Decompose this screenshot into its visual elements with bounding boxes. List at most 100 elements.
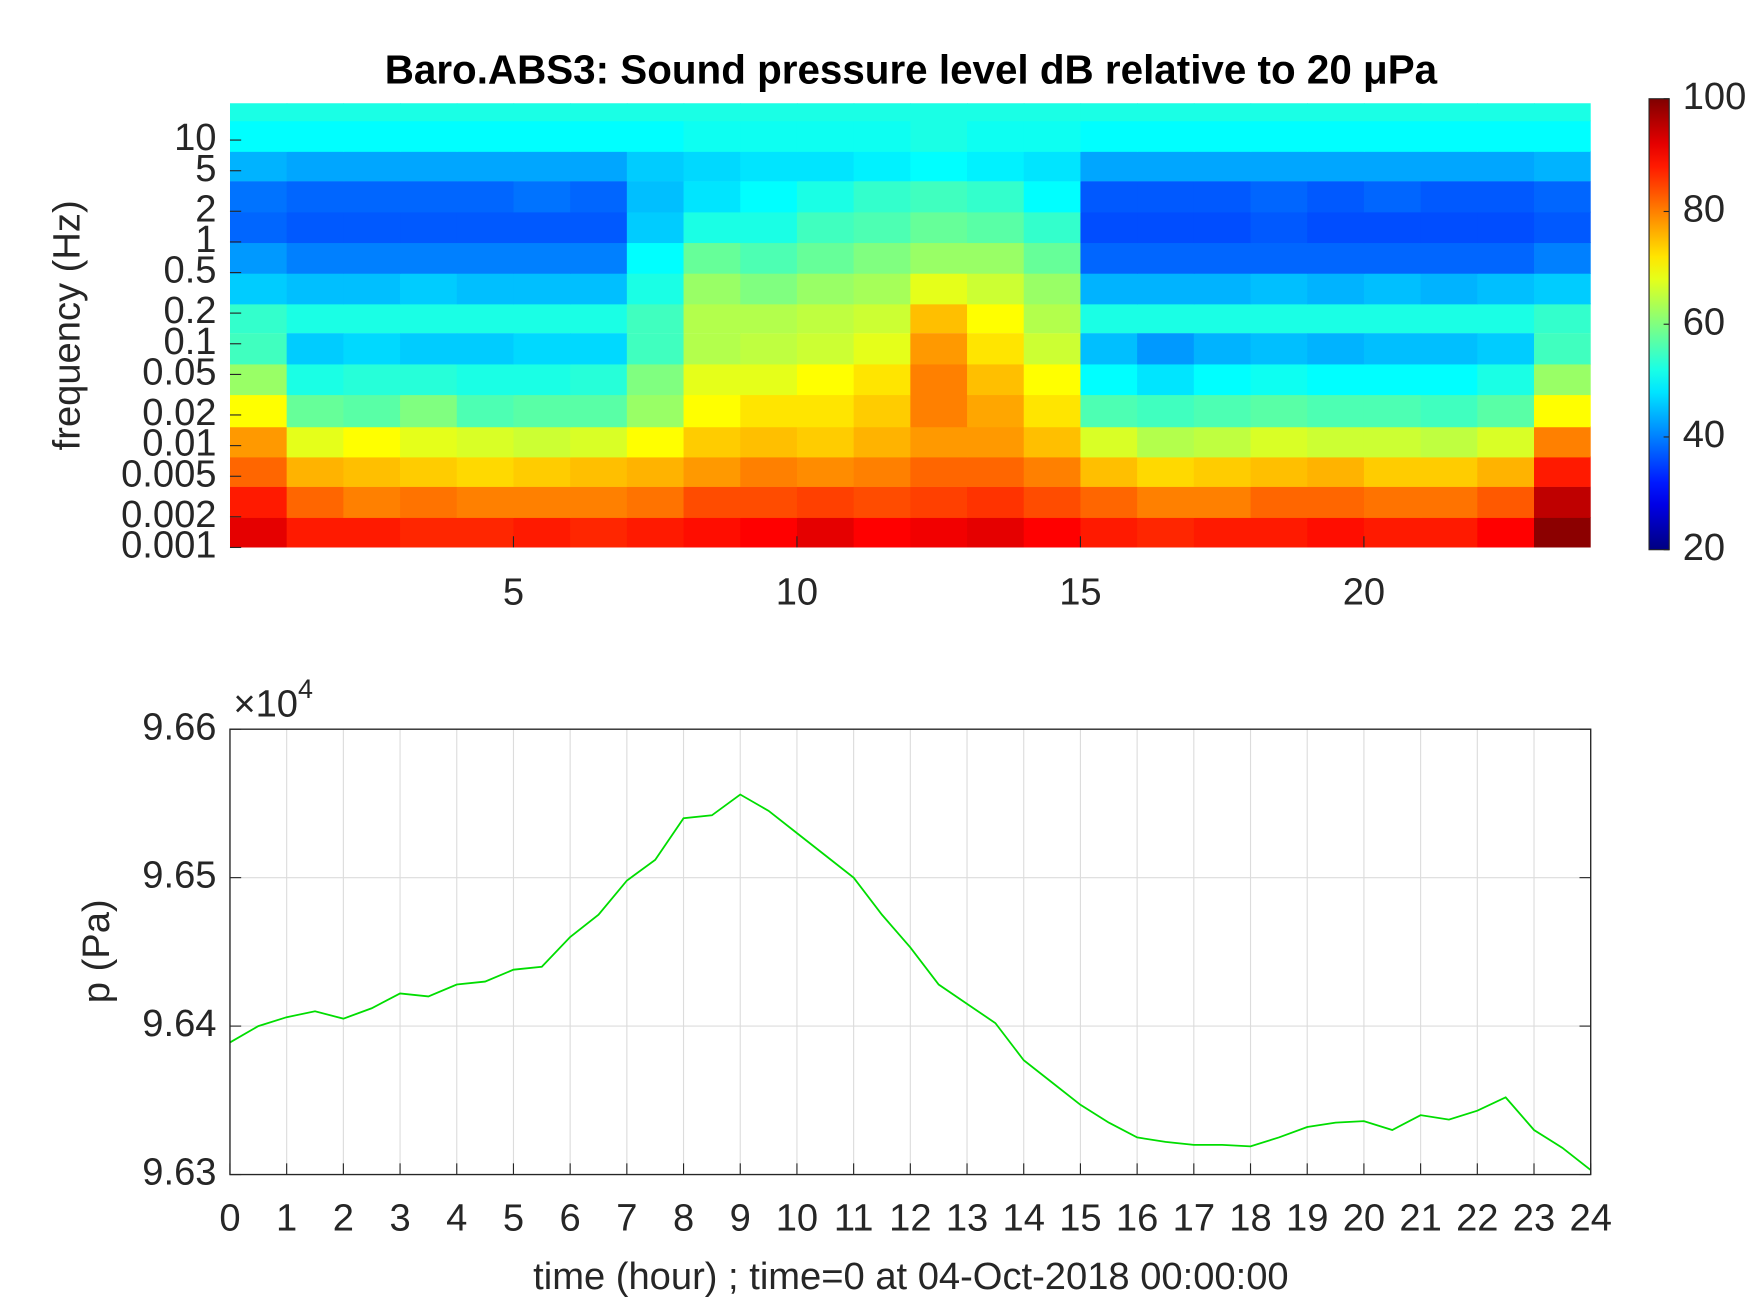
- heat-cell: [1250, 363, 1308, 396]
- heat-cell: [229, 242, 288, 274]
- heat-cell: [1193, 211, 1252, 244]
- heat-cell: [626, 211, 685, 244]
- heat-cell: [1080, 120, 1138, 152]
- heat-cell: [456, 103, 515, 122]
- x-tick-label: 5: [503, 571, 524, 614]
- heat-cell: [1193, 181, 1252, 213]
- x-axis-label: time (hour) ; time=0 at 04-Oct-2018 00:0…: [533, 1255, 1288, 1298]
- y-tick-label: 0.2: [164, 289, 217, 332]
- heat-cell: [400, 363, 458, 396]
- heat-cell: [570, 211, 628, 244]
- heat-cell: [513, 333, 571, 365]
- heat-cell: [1307, 517, 1365, 548]
- y-tick-label: 9.66: [142, 705, 216, 748]
- heat-cell: [1080, 394, 1138, 428]
- heat-cell: [1420, 273, 1478, 305]
- heat-cell: [286, 273, 345, 305]
- heat-cell: [1193, 517, 1252, 548]
- heat-cell: [513, 394, 571, 428]
- heat-cell: [853, 486, 912, 518]
- heat-cell: [1477, 273, 1535, 305]
- heat-cell: [683, 363, 741, 396]
- x-tick-label: 4: [446, 1197, 467, 1240]
- heat-cell: [740, 456, 798, 487]
- heat-cell: [1023, 456, 1082, 487]
- heat-cell: [796, 303, 855, 334]
- heat-cell: [286, 211, 345, 244]
- heat-cell: [1137, 242, 1195, 274]
- x-tick-label: 16: [1116, 1197, 1158, 1240]
- y-tick-label: 0.02: [142, 391, 216, 434]
- heat-cell: [910, 242, 968, 274]
- heat-cell: [1137, 181, 1195, 213]
- heat-cell: [400, 211, 458, 244]
- heat-cell: [570, 426, 628, 458]
- heat-cell: [853, 211, 912, 244]
- heat-cell: [400, 303, 458, 334]
- x-tick-label: 20: [1343, 1197, 1385, 1240]
- heat-cell: [1080, 303, 1138, 334]
- heat-cell: [1250, 242, 1308, 274]
- heat-cell: [1307, 181, 1365, 213]
- heat-cell: [1534, 333, 1591, 365]
- colorbar-tick-label: 20: [1683, 526, 1725, 569]
- heat-cell: [1307, 120, 1365, 152]
- heat-cell: [1080, 486, 1138, 518]
- heat-cell: [1420, 303, 1478, 334]
- heat-cell: [1363, 394, 1422, 428]
- heat-cell: [286, 150, 345, 182]
- heat-cell: [1307, 103, 1365, 122]
- heat-cell: [853, 303, 912, 334]
- heat-cell: [740, 333, 798, 365]
- heat-cell: [229, 120, 288, 152]
- heat-cell: [1023, 273, 1082, 305]
- heat-cell: [1250, 150, 1308, 182]
- heat-cell: [1137, 103, 1195, 122]
- heat-cell: [1307, 486, 1365, 518]
- x-tick-label: 12: [889, 1197, 931, 1240]
- heat-cell: [853, 456, 912, 487]
- heat-cell: [513, 486, 571, 518]
- heat-cell: [229, 486, 288, 518]
- heat-cell: [1307, 456, 1365, 487]
- heat-cell: [343, 242, 401, 274]
- heat-cell: [1534, 120, 1591, 152]
- heat-cell: [513, 426, 571, 458]
- x-tick-label: 13: [946, 1197, 988, 1240]
- heat-cell: [740, 394, 798, 428]
- heat-cell: [967, 273, 1025, 305]
- heat-cell: [1193, 486, 1252, 518]
- heat-cell: [229, 363, 288, 396]
- heat-cell: [456, 242, 515, 274]
- heat-cell: [1363, 517, 1422, 548]
- heat-cell: [513, 363, 571, 396]
- heat-cell: [683, 120, 741, 152]
- heat-cell: [626, 333, 685, 365]
- heat-cell: [1023, 181, 1082, 213]
- heat-cell: [967, 211, 1025, 244]
- heat-cell: [286, 333, 345, 365]
- heat-cell: [796, 211, 855, 244]
- y-tick-label: 0.005: [121, 452, 216, 495]
- heat-cell: [1420, 486, 1478, 518]
- heat-cell: [1193, 120, 1252, 152]
- heat-cell: [796, 181, 855, 213]
- heat-cell: [229, 394, 288, 428]
- heat-cell: [1080, 456, 1138, 487]
- heat-cell: [683, 273, 741, 305]
- heat-cell: [286, 303, 345, 334]
- heat-cell: [1250, 426, 1308, 458]
- heat-cell: [229, 211, 288, 244]
- heat-cell: [853, 363, 912, 396]
- heat-cell: [513, 150, 571, 182]
- heat-cell: [626, 394, 685, 428]
- heat-cell: [740, 211, 798, 244]
- heat-cell: [683, 242, 741, 274]
- heat-cell: [1250, 103, 1308, 122]
- heat-cell: [1307, 303, 1365, 334]
- heat-cell: [626, 426, 685, 458]
- heat-cell: [1137, 303, 1195, 334]
- heat-cell: [853, 273, 912, 305]
- heat-cell: [1023, 242, 1082, 274]
- heat-cell: [1023, 103, 1082, 122]
